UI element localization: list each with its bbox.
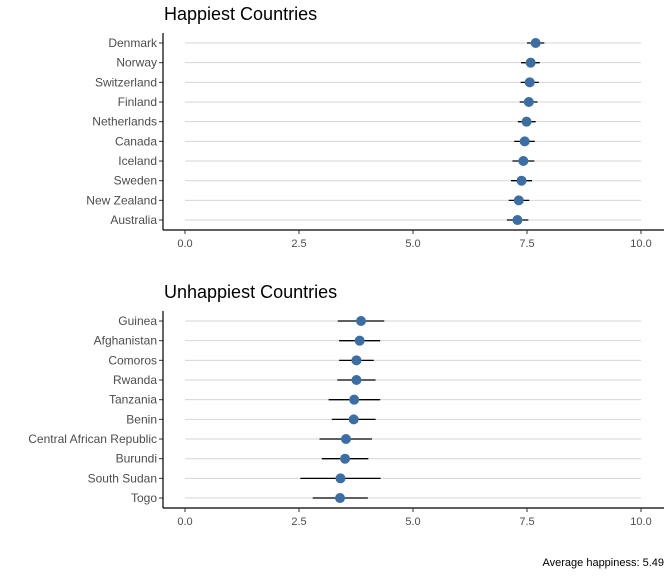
data-point <box>349 394 360 405</box>
x-tick-label: 2.5 <box>291 516 306 528</box>
y-tick-label: Finland <box>118 95 157 109</box>
y-tick-label: Benin <box>126 412 157 426</box>
data-point <box>340 453 351 464</box>
y-tick-label: Canada <box>115 134 157 148</box>
y-tick-label: Rwanda <box>113 373 157 387</box>
x-tick-label: 7.5 <box>519 238 534 250</box>
data-point <box>530 38 541 48</box>
data-point <box>513 195 524 206</box>
panel-unhappiest: Guinea Afghanistan Comoros Rwanda Tanzania Be… <box>28 311 664 528</box>
data-point <box>525 57 536 68</box>
average-caption: Average happiness: 5.49 <box>543 557 665 569</box>
data-point <box>354 335 365 346</box>
y-tick-label: New Zealand <box>86 193 157 207</box>
x-tick-label: 0.0 <box>177 516 192 528</box>
y-tick-label: Sweden <box>114 174 157 188</box>
data-point <box>348 414 359 425</box>
x-tick-label: 5.0 <box>405 238 420 250</box>
data-point <box>340 434 351 445</box>
y-tick-label: Iceland <box>118 154 157 168</box>
data-point <box>519 136 530 147</box>
y-tick-label: Netherlands <box>92 115 157 129</box>
y-tick-label: Denmark <box>108 36 158 50</box>
y-tick-label: South Sudan <box>88 471 157 485</box>
panel-2-title: Unhappiest Countries <box>164 282 337 302</box>
x-tick-label: 7.5 <box>519 516 534 528</box>
panel-happiest: Denmark Norway Switzerland Finland Netherlan… <box>86 33 664 250</box>
y-tick-label: Switzerland <box>95 75 157 89</box>
y-tick-label: Burundi <box>116 452 157 466</box>
data-point <box>516 175 527 186</box>
y-tick-label: Norway <box>116 56 157 70</box>
data-point <box>523 97 534 108</box>
y-tick-label: Australia <box>110 213 157 227</box>
data-point <box>335 473 346 484</box>
y-tick-label: Tanzania <box>109 393 157 407</box>
y-tick-label: Central African Republic <box>28 432 157 446</box>
x-tick-label: 10.0 <box>630 516 651 528</box>
data-point <box>521 116 532 127</box>
data-point <box>335 493 346 504</box>
data-point <box>351 375 362 386</box>
y-tick-label: Afghanistan <box>94 334 157 348</box>
panel-1-title: Happiest Countries <box>164 4 317 24</box>
x-tick-label: 0.0 <box>177 238 192 250</box>
x-tick-label: 2.5 <box>291 238 306 250</box>
data-point <box>512 215 523 226</box>
data-point <box>518 156 529 167</box>
y-tick-label: Comoros <box>108 353 157 367</box>
x-tick-label: 5.0 <box>405 516 420 528</box>
data-point <box>356 316 367 326</box>
y-tick-label: Togo <box>131 491 157 505</box>
y-tick-label: Guinea <box>118 314 157 328</box>
data-point <box>351 355 362 366</box>
data-point <box>524 77 535 88</box>
x-tick-label: 10.0 <box>630 238 651 250</box>
